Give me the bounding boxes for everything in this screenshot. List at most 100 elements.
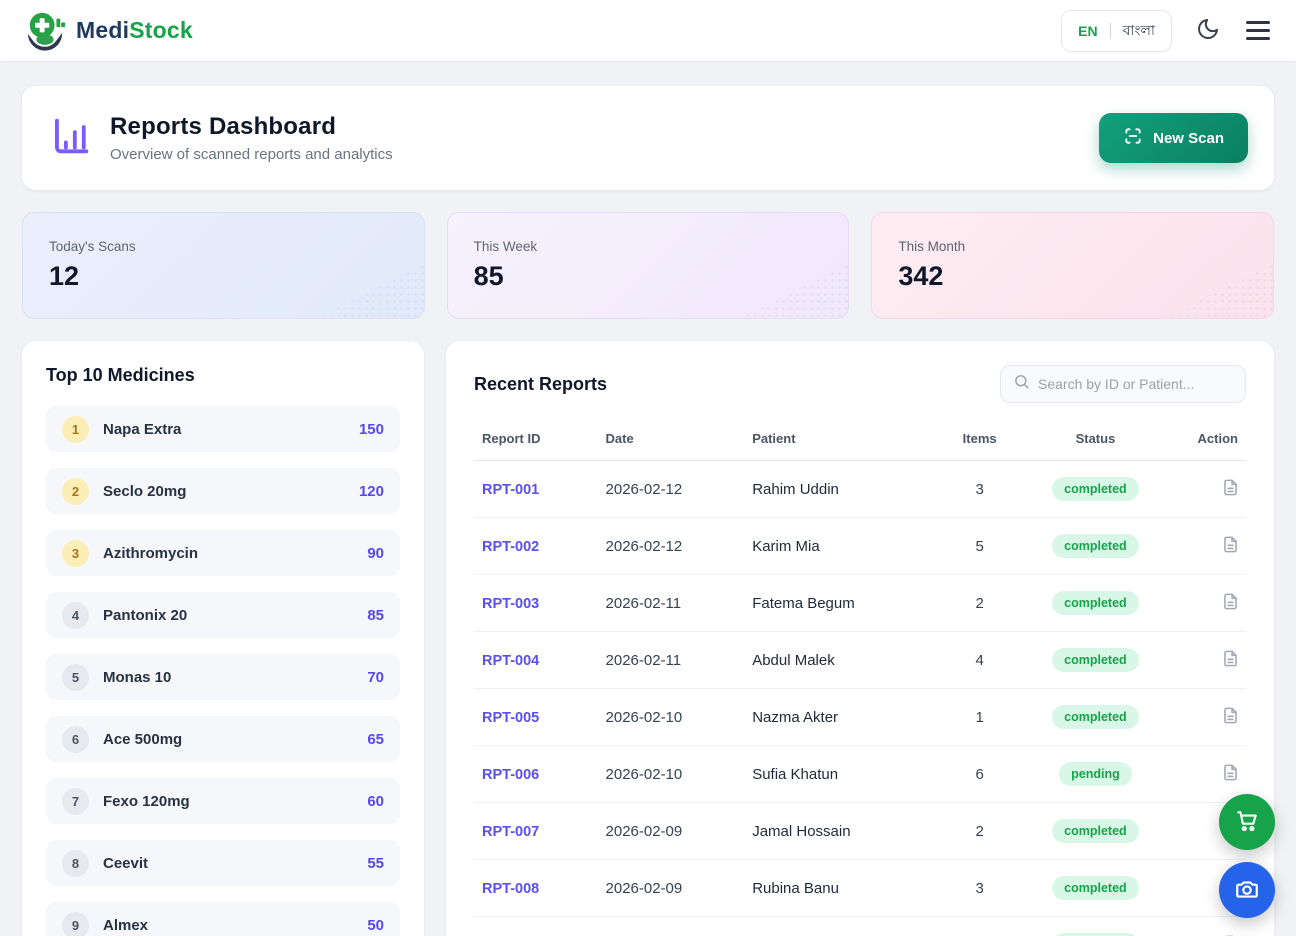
view-report-button[interactable] (1219, 476, 1242, 502)
medicine-name: Seclo 20mg (103, 482, 187, 500)
medicine-list-item[interactable]: 9 Almex 50 (46, 902, 400, 936)
view-report-button[interactable] (1219, 932, 1242, 936)
report-id-link[interactable]: RPT-001 (482, 481, 540, 498)
report-id-link[interactable]: RPT-006 (482, 766, 540, 783)
report-id-link[interactable]: RPT-008 (482, 880, 540, 897)
report-row: RPT-001 2026-02-12 Rahim Uddin 3 complet… (474, 460, 1246, 518)
cart-fab-button[interactable] (1219, 794, 1275, 850)
report-id-link[interactable]: RPT-004 (482, 652, 540, 669)
report-row: RPT-005 2026-02-10 Nazma Akter 1 complet… (474, 688, 1246, 746)
report-date: 2026-02-10 (597, 688, 745, 746)
medicine-count: 50 (367, 916, 384, 934)
report-patient: Abdul Malek (744, 631, 938, 689)
medicine-list-item[interactable]: 3 Azithromycin 90 (46, 530, 400, 576)
new-scan-button[interactable]: New Scan (1099, 113, 1248, 163)
report-patient: Rubina Banu (744, 859, 938, 917)
document-icon (1221, 536, 1240, 557)
medicine-name: Napa Extra (103, 420, 182, 438)
recent-reports-title: Recent Reports (474, 373, 608, 394)
col-items: Items (937, 423, 1023, 461)
status-badge: completed (1052, 648, 1139, 672)
col-report-id: Report ID (474, 423, 598, 461)
status-badge: completed (1052, 876, 1139, 900)
stat-value: 342 (898, 261, 944, 291)
report-patient: Nazma Akter (744, 688, 938, 746)
view-report-button[interactable] (1219, 647, 1242, 673)
stat-card-week: This Week 85 (446, 212, 850, 319)
col-date: Date (597, 423, 745, 461)
medicine-name: Almex (103, 916, 149, 934)
bar-chart-icon (48, 113, 94, 164)
report-items-count: 6 (937, 745, 1023, 803)
search-icon (1013, 373, 1030, 395)
top-medicines-panel: Top 10 Medicines 1 Napa Extra 150 2 Secl… (22, 341, 424, 936)
rank-badge: 1 (62, 415, 89, 443)
report-row: RPT-007 2026-02-09 Jamal Hossain 2 compl… (474, 802, 1246, 860)
report-date: 2026-02-11 (597, 631, 745, 689)
moon-icon (1196, 17, 1220, 44)
report-items-count: 2 (937, 574, 1023, 632)
camera-fab-button[interactable] (1219, 862, 1275, 918)
report-items-count: 5 (937, 916, 1023, 936)
medicine-name: Pantonix 20 (103, 606, 188, 624)
menu-button[interactable] (1244, 17, 1272, 44)
view-report-button[interactable] (1219, 704, 1242, 730)
dashboard-header-card: Reports Dashboard Overview of scanned re… (22, 86, 1274, 190)
view-report-button[interactable] (1219, 761, 1242, 787)
rank-badge: 8 (62, 849, 89, 877)
rank-badge: 5 (62, 663, 89, 691)
view-report-button[interactable] (1219, 590, 1242, 616)
report-items-count: 1 (937, 688, 1023, 746)
report-id-link[interactable]: RPT-002 (482, 538, 540, 555)
stat-label: This Month (898, 239, 966, 254)
medistock-logo-icon (24, 9, 66, 53)
status-badge: completed (1052, 933, 1139, 936)
report-date: 2026-02-08 (597, 916, 745, 936)
rank-badge: 7 (62, 787, 89, 815)
medicine-name: Fexo 120mg (103, 792, 190, 810)
medicine-count: 55 (367, 854, 384, 872)
view-report-button[interactable] (1219, 533, 1242, 559)
language-toggle[interactable]: EN বাংলা (1061, 9, 1172, 52)
report-row: RPT-002 2026-02-12 Karim Mia 5 completed (474, 517, 1246, 575)
medicine-list-item[interactable]: 8 Ceevit 55 (46, 840, 400, 886)
medicine-count: 70 (367, 668, 384, 686)
report-id-link[interactable]: RPT-003 (482, 595, 540, 612)
medicine-list-item[interactable]: 5 Monas 10 70 (46, 654, 400, 700)
report-items-count: 3 (937, 859, 1023, 917)
brand-name-primary: Medi (76, 17, 130, 43)
dark-mode-toggle[interactable] (1196, 17, 1220, 44)
scan-icon (1123, 126, 1143, 150)
recent-reports-panel: Recent Reports Report ID Date Patient (446, 341, 1274, 936)
medicine-list-item[interactable]: 1 Napa Extra 150 (46, 406, 400, 452)
report-id-link[interactable]: RPT-005 (482, 709, 540, 726)
status-badge: completed (1052, 819, 1139, 843)
lang-option-en[interactable]: EN (1078, 22, 1098, 39)
page-subtitle: Overview of scanned reports and analytic… (110, 146, 393, 163)
report-row: RPT-008 2026-02-09 Rubina Banu 3 complet… (474, 859, 1246, 917)
rank-badge: 6 (62, 725, 89, 753)
top-medicines-title: Top 10 Medicines (46, 365, 195, 385)
report-patient: Karim Mia (744, 517, 938, 575)
report-search[interactable] (1000, 365, 1246, 403)
medicine-name: Azithromycin (103, 544, 199, 562)
search-input[interactable] (1038, 376, 1233, 392)
brand-logo[interactable]: MediStock (24, 9, 193, 53)
stat-label: Today's Scans (49, 239, 136, 254)
medicine-list-item[interactable]: 2 Seclo 20mg 120 (46, 468, 400, 514)
medicine-list-item[interactable]: 4 Pantonix 20 85 (46, 592, 400, 638)
report-row: RPT-004 2026-02-11 Abdul Malek 4 complet… (474, 631, 1246, 689)
lang-option-bangla[interactable]: বাংলা (1122, 21, 1155, 38)
report-patient: Kamal Uddin (744, 916, 938, 936)
report-date: 2026-02-09 (597, 802, 745, 860)
document-icon (1221, 593, 1240, 614)
medicine-list-item[interactable]: 7 Fexo 120mg 60 (46, 778, 400, 824)
report-row: RPT-006 2026-02-10 Sufia Khatun 6 pendin… (474, 745, 1246, 803)
rank-badge: 4 (62, 601, 89, 629)
document-icon (1221, 764, 1240, 785)
document-icon (1221, 479, 1240, 500)
medicine-list-item[interactable]: 6 Ace 500mg 65 (46, 716, 400, 762)
lang-divider (1109, 22, 1111, 39)
report-id-link[interactable]: RPT-007 (482, 823, 540, 840)
report-patient: Fatema Begum (744, 574, 938, 632)
